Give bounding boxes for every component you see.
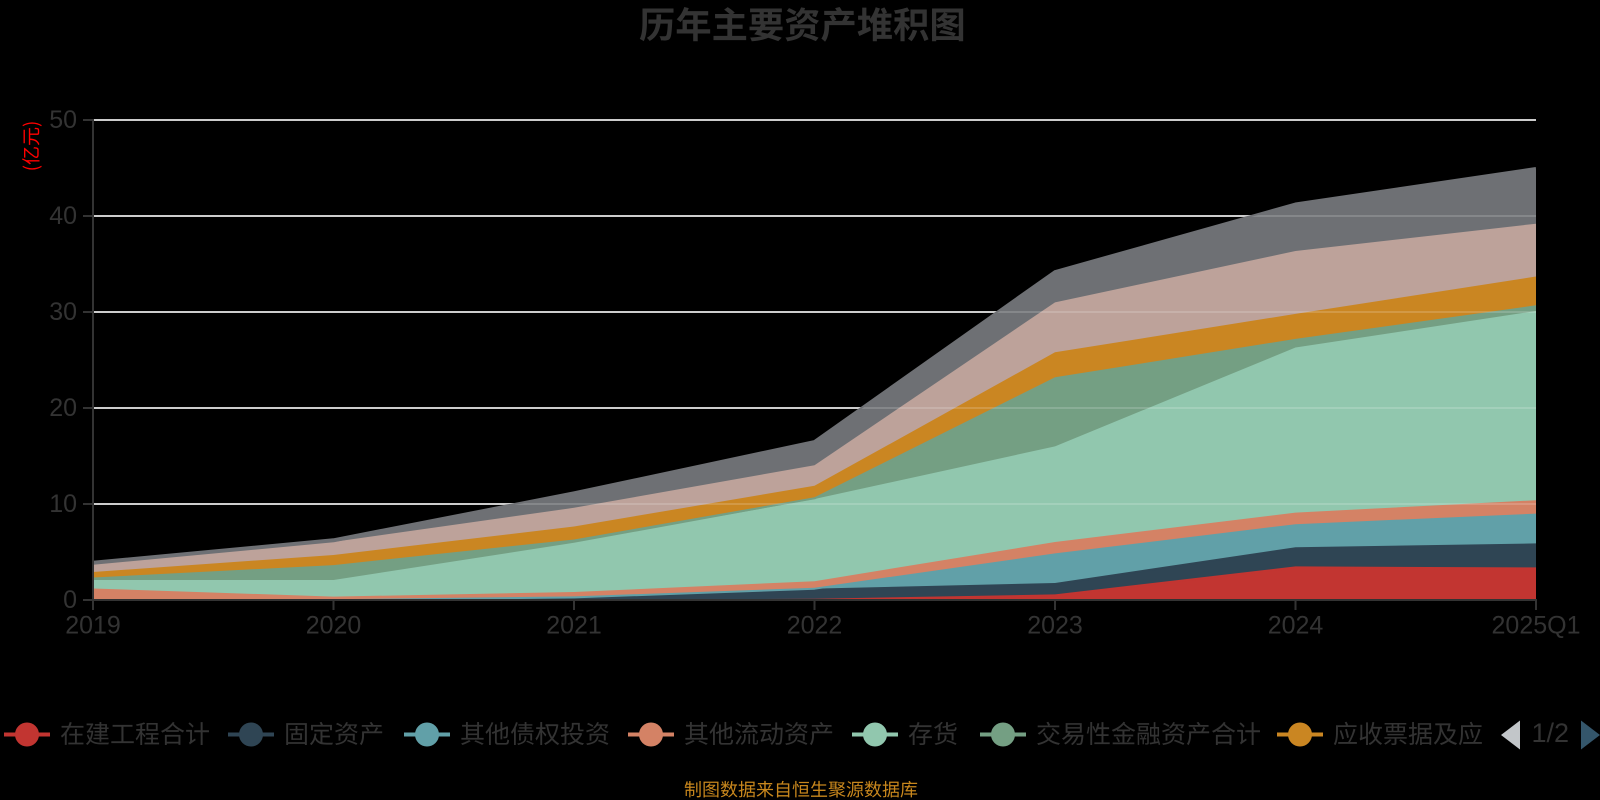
- svg-text:50: 50: [49, 106, 77, 134]
- svg-text:40: 40: [49, 202, 77, 230]
- svg-text:2019: 2019: [65, 612, 121, 640]
- svg-text:2020: 2020: [306, 612, 362, 640]
- svg-text:2024: 2024: [1268, 612, 1324, 640]
- svg-text:20: 20: [49, 394, 77, 422]
- svg-text:2022: 2022: [787, 612, 843, 640]
- svg-text:0: 0: [63, 586, 77, 614]
- svg-text:30: 30: [49, 298, 77, 326]
- svg-text:1/2: 1/2: [1532, 718, 1570, 748]
- svg-text:2025Q1: 2025Q1: [1492, 612, 1581, 640]
- svg-text:2021: 2021: [546, 612, 602, 640]
- svg-text:2023: 2023: [1027, 612, 1083, 640]
- svg-text:10: 10: [49, 490, 77, 518]
